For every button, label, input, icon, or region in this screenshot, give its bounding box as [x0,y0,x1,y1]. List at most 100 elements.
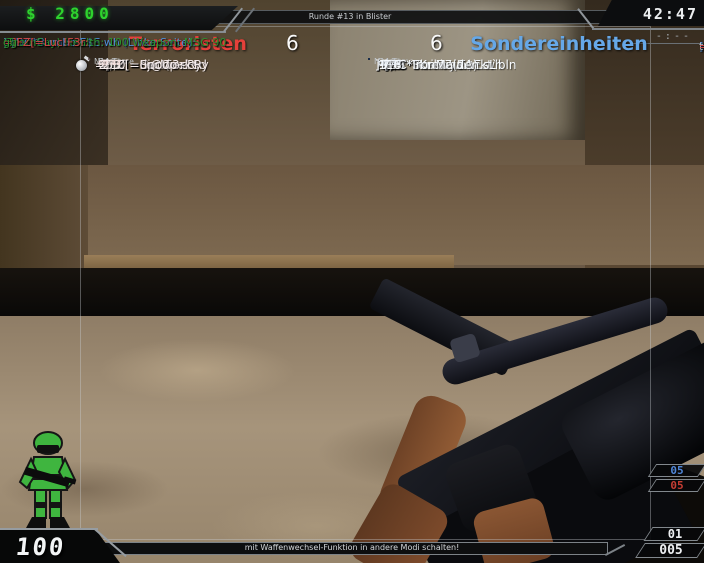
player-ping: p: 103 [380,59,404,67]
player-points: 58 [105,58,121,72]
right-team-name: Sondereinheiten [470,33,648,55]
killfeed-verb: tötete [699,40,704,53]
player-points: 86 [105,58,121,72]
player-ping: p: 84 [103,59,121,67]
bomb-icon [76,60,87,71]
chat-sender: ]-[DC*Bumbo.E$E.wh (Linke Seite): [3,36,196,49]
left-team-header: Terroristen 6 [88,31,365,55]
player-rounds: r: 12 [104,59,122,67]
player-loss: pl: 0 [98,59,114,67]
player-id: 2 [102,58,110,72]
player-name: =]FZ[=Luc!F3r [95,59,185,72]
player-rounds: r: 12 [104,59,122,67]
soldier-icon [18,431,77,528]
player-loss: pl: 0 [378,59,394,67]
player-loss: pl: 0 [378,59,394,67]
player-kd: 6/11 [98,58,126,72]
header-punkte: Punkte [378,57,406,66]
blue-team-alive-panel: 05 [647,464,704,477]
timer-secondary: -:-- [630,31,700,44]
player-loss: pl: 0 [98,59,114,67]
header-id: id [381,57,389,66]
killfeed-victim: =]FZ[=dj@work* [699,40,704,53]
player-rounds: r: 12 [384,59,402,67]
player-ping: p: 35 [383,59,401,67]
player-loss: pl: 0 [378,59,394,67]
player-ping: p: 58 [383,59,401,67]
ammo-reserve-value: 005 [659,543,683,558]
player-rounds: r: 12 [104,59,122,67]
player-name: ]-[DC*Bumbo.E$E.wh [375,59,503,72]
player-ping: p: 44 [103,59,121,67]
player-name: ]-[DC*Turinos.nackt`bln [375,59,517,72]
ammo-clip-value: 01 [667,527,683,541]
scene-dark-ledge [0,268,704,318]
player-kd: 7/8 [382,58,402,72]
health-panel-line [0,528,98,530]
player-ping: p: 78 [383,59,401,67]
player-points: 114 [381,58,405,72]
player-id: 7 [382,58,390,72]
right-team-score: 6 [430,31,443,55]
player-loss: pl: 0 [98,59,114,67]
player-rounds: r: 12 [384,59,402,67]
player-id: 4 [102,58,110,72]
hud-frame [80,26,651,540]
money-panel [0,6,238,30]
header-at: A/T [384,57,398,66]
player-name: =]FZ[=dj@work* [95,59,198,72]
player-kd: 12/7 [98,58,126,72]
player-kd: 5/9 [382,58,402,72]
player-name: =]FZ[=Snoop~cRy [95,59,209,72]
chat-message: (TeamSay) Health: 100 Weapon: MSG 90 [3,36,227,49]
player-ping: p: 65 [103,59,121,67]
player-points: 84 [385,58,401,72]
player-points: 97 [105,58,121,72]
player-kd: 6/6 [102,58,122,72]
scene-mid-wall [0,165,704,265]
red-team-alive-panel: 05 [647,479,704,492]
player-id: 3 [102,58,110,72]
money-underline [0,31,226,33]
left-team-name: Terroristen [129,33,247,55]
health-value: 100 [14,533,67,561]
player-ping: p: 44 [103,59,121,67]
player-loss: pl: 0 [98,59,114,67]
header-id: id [101,57,109,66]
player-name: ]-[DC*IronMaiden.sL [375,59,496,72]
scene-wood-ledge [84,255,454,271]
player-points: 86 [385,58,401,72]
player-loss: pl: 0 [378,59,394,67]
player-id: 11 [378,58,394,72]
player-kd: 8/6 [382,58,402,72]
player-name: =]FZ[=Lecki~cRy [95,59,202,72]
header-nickname: Nickname [94,57,134,66]
right-team-header: 6 Sondereinheiten [368,31,650,55]
player-name: ]-[DC*Skrewya [375,59,464,72]
player-id: 10 [98,58,114,72]
header-punkte: Punkte [98,57,126,66]
player-points: 102 [381,58,405,72]
player-points: 89 [105,58,121,72]
money-value: $ 2800 [26,4,114,23]
ammo-clip-panel: 01 [643,527,704,541]
player-kd: 8/7 [102,58,122,72]
player-kd: 2/10 [98,58,126,72]
player-kd: 13/8 [378,58,406,72]
player-rounds: r: 12 [384,59,402,67]
player-points: 98 [105,58,121,72]
player-ping: p: 49 [103,59,121,67]
player-rounds: r: 12 [104,59,122,67]
player-kd: 6/5 [382,58,402,72]
player-name: =]FZ[=GetQuaked [95,59,207,72]
red-team-alive-count: 05 [670,479,684,492]
